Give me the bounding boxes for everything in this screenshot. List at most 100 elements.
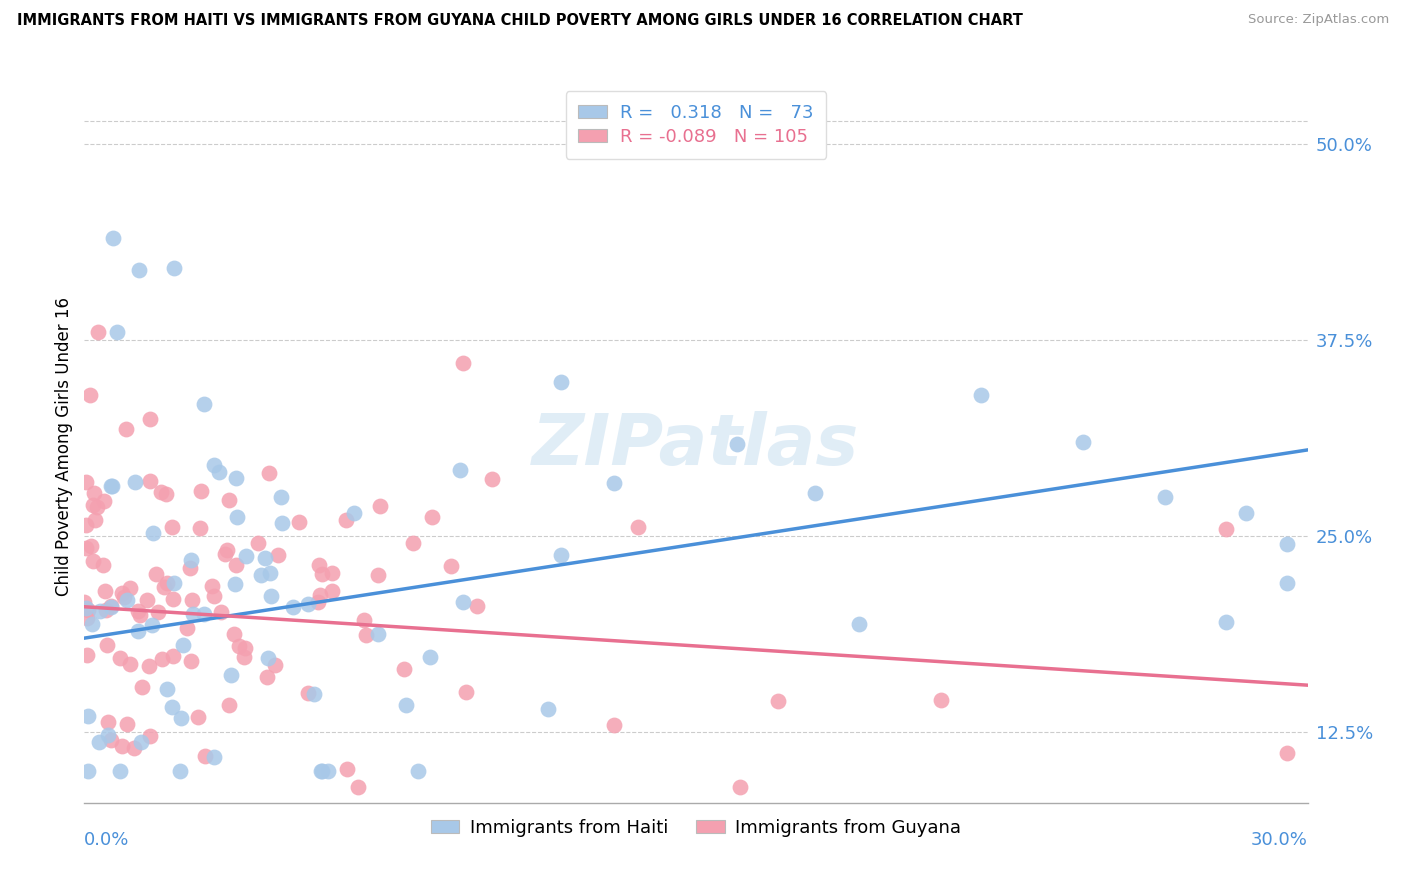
Point	[142, 525, 165, 540]
Point	[100, 599, 122, 614]
Point	[257, 651, 280, 665]
Point	[550, 375, 572, 389]
Point	[219, 667, 242, 681]
Point	[115, 717, 138, 731]
Point	[222, 626, 245, 640]
Point	[264, 657, 287, 672]
Point	[80, 616, 103, 631]
Point	[128, 607, 150, 622]
Point	[179, 561, 201, 575]
Point	[120, 581, 142, 595]
Point	[929, 693, 952, 707]
Point	[354, 628, 377, 642]
Point	[163, 575, 186, 590]
Point	[128, 262, 150, 277]
Point	[163, 260, 186, 275]
Point	[127, 624, 149, 638]
Point	[336, 762, 359, 776]
Point	[307, 595, 329, 609]
Point	[155, 487, 177, 501]
Point	[139, 474, 162, 488]
Point	[420, 509, 443, 524]
Point	[368, 499, 391, 513]
Point	[160, 700, 183, 714]
Point	[1236, 506, 1258, 520]
Point	[141, 618, 163, 632]
Point	[87, 326, 110, 340]
Point	[1277, 576, 1299, 591]
Point	[353, 613, 375, 627]
Point	[194, 748, 217, 763]
Point	[76, 648, 98, 662]
Point	[408, 764, 430, 779]
Point	[225, 471, 247, 485]
Point	[347, 780, 370, 794]
Point	[96, 602, 118, 616]
Point	[247, 536, 270, 550]
Point	[454, 685, 477, 699]
Point	[207, 465, 229, 479]
Point	[100, 479, 122, 493]
Point	[86, 500, 108, 514]
Point	[603, 475, 626, 490]
Point	[1215, 522, 1237, 536]
Point	[225, 558, 247, 573]
Point	[83, 485, 105, 500]
Point	[209, 605, 232, 619]
Point	[149, 484, 172, 499]
Point	[260, 589, 283, 603]
Point	[105, 326, 128, 340]
Point	[449, 463, 471, 477]
Point	[309, 764, 332, 779]
Point	[120, 657, 142, 671]
Point	[93, 494, 115, 508]
Point	[259, 466, 281, 480]
Point	[77, 603, 100, 617]
Point	[193, 397, 215, 411]
Point	[108, 650, 131, 665]
Point	[1277, 746, 1299, 760]
Point	[150, 652, 173, 666]
Point	[112, 590, 135, 604]
Point	[766, 694, 789, 708]
Point	[100, 600, 122, 615]
Point	[627, 520, 650, 534]
Point	[82, 499, 104, 513]
Point	[138, 659, 160, 673]
Point	[725, 437, 748, 451]
Point	[550, 548, 572, 562]
Point	[124, 475, 146, 489]
Point	[162, 649, 184, 664]
Point	[287, 515, 309, 529]
Point	[343, 507, 366, 521]
Point	[75, 518, 97, 533]
Point	[309, 588, 332, 602]
Point	[297, 597, 319, 611]
Point	[172, 638, 194, 652]
Point	[136, 593, 159, 607]
Point	[970, 388, 993, 402]
Legend: Immigrants from Haiti, Immigrants from Guyana: Immigrants from Haiti, Immigrants from G…	[423, 812, 969, 844]
Point	[103, 231, 125, 245]
Point	[76, 611, 98, 625]
Point	[89, 603, 111, 617]
Point	[145, 567, 167, 582]
Point	[176, 621, 198, 635]
Point	[77, 764, 100, 779]
Point	[153, 580, 176, 594]
Point	[202, 589, 225, 603]
Point	[111, 739, 134, 754]
Y-axis label: Child Poverty Among Girls Under 16: Child Poverty Among Girls Under 16	[55, 296, 73, 596]
Point	[730, 780, 752, 794]
Point	[202, 458, 225, 473]
Point	[214, 547, 236, 561]
Point	[131, 681, 153, 695]
Point	[249, 567, 271, 582]
Point	[97, 729, 120, 743]
Point	[259, 566, 281, 580]
Point	[465, 599, 488, 613]
Point	[297, 685, 319, 699]
Point	[439, 559, 461, 574]
Point	[169, 764, 191, 779]
Point	[188, 521, 211, 535]
